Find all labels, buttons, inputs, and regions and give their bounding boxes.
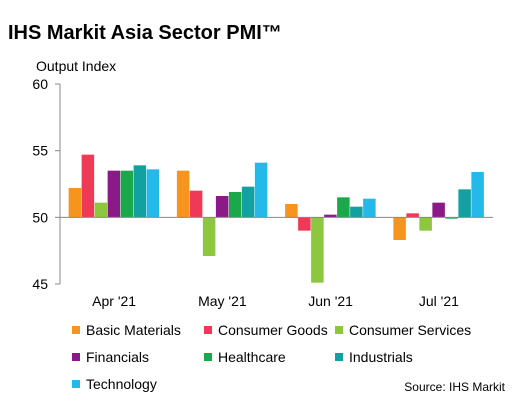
bar <box>324 214 337 218</box>
bar <box>311 217 324 283</box>
bar <box>146 169 160 218</box>
bar <box>68 188 82 218</box>
y-axis-label: Output Index <box>36 58 117 74</box>
legend-item: Consumer Goods <box>204 322 328 338</box>
bar <box>120 170 134 218</box>
bar <box>406 213 419 218</box>
legend-swatch <box>204 353 212 361</box>
x-tick-label: Apr '21 <box>92 293 136 309</box>
bar <box>107 170 121 218</box>
y-tick-label: 45 <box>32 276 48 292</box>
bar <box>202 217 216 256</box>
x-axis-labels: Apr '21 May '21 Jun '21 Jul '21 <box>92 293 459 309</box>
legend-swatch <box>204 326 212 334</box>
bar <box>298 217 311 231</box>
chart-title: IHS Markit Asia Sector PMI™ <box>8 22 282 44</box>
legend-item: Industrials <box>335 349 413 365</box>
x-tick-label: Jul '21 <box>419 293 459 309</box>
bar <box>363 198 376 218</box>
bar <box>228 192 242 218</box>
legend-label: Healthcare <box>218 349 286 365</box>
legend-label: Consumer Services <box>349 322 472 338</box>
source-note: Source: IHS Markit <box>404 380 505 394</box>
bar <box>432 202 445 218</box>
legend-item: Technology <box>72 376 157 392</box>
bars <box>68 154 484 283</box>
legend-item: Basic Materials <box>72 322 181 338</box>
legend-item: Consumer Services <box>335 322 471 338</box>
legend-item: Healthcare <box>204 349 286 365</box>
legend-label: Industrials <box>349 349 413 365</box>
x-tick-label: Jun '21 <box>308 293 353 309</box>
legend-swatch <box>72 353 80 361</box>
y-tick-label: 60 <box>32 76 48 92</box>
bar <box>94 202 108 218</box>
legend-swatch <box>335 353 343 361</box>
bar <box>350 206 363 218</box>
x-tick-label: May '21 <box>198 293 247 309</box>
legend-label: Financials <box>86 349 150 365</box>
legend-label: Basic Materials <box>86 322 181 338</box>
bar <box>215 196 229 218</box>
bar <box>419 217 432 231</box>
legend-label: Technology <box>86 376 157 392</box>
y-axis-ticks: 45 50 55 60 <box>32 76 60 292</box>
axes <box>59 84 493 284</box>
bar <box>254 162 268 218</box>
bar <box>445 217 458 219</box>
legend-label: Consumer Goods <box>218 322 328 338</box>
bar <box>285 204 298 218</box>
bar <box>393 217 406 240</box>
bar <box>471 172 484 218</box>
bar <box>189 190 203 218</box>
legend-swatch <box>72 326 80 334</box>
bar <box>458 189 471 218</box>
bar <box>337 197 350 218</box>
bar <box>176 170 190 218</box>
bar <box>81 154 95 218</box>
legend-item: Financials <box>72 349 149 365</box>
legend-swatch <box>72 380 80 388</box>
y-tick-label: 55 <box>32 143 48 159</box>
y-tick-label: 50 <box>32 209 48 225</box>
bar <box>133 165 147 218</box>
legend-swatch <box>335 326 343 334</box>
bar <box>241 186 255 218</box>
